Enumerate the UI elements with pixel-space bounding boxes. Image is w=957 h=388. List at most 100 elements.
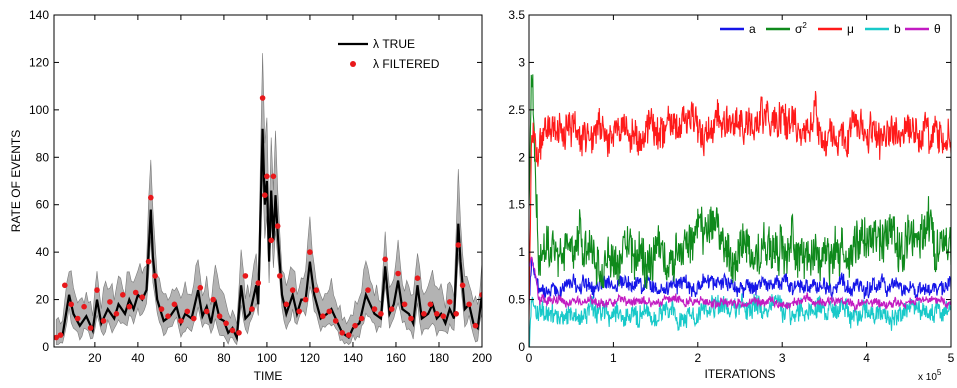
- right-x-axis-label: ITERATIONS: [704, 367, 775, 381]
- filtered-point-44: [302, 296, 309, 303]
- left-y-tick-label: 140: [29, 8, 49, 22]
- right-legend-label-sup-1: 2: [802, 21, 807, 30]
- filtered-point-49: [332, 318, 339, 324]
- filtered-point-52: [352, 322, 358, 329]
- right-y-tick-label: 2: [518, 150, 525, 164]
- right-y-tick-label: 3: [518, 55, 525, 69]
- legend-label-lambda-filtered: λ FILTERED: [373, 57, 440, 71]
- filtered-point-28: [223, 320, 229, 327]
- filtered-point-41: [283, 301, 290, 308]
- filtered-point-48: [326, 308, 333, 315]
- left-plot-frame: [53, 14, 483, 348]
- filtered-point-34: [259, 95, 266, 101]
- right-x-tick-label: 2: [694, 351, 701, 365]
- filtered-point-7: [94, 287, 100, 293]
- left-y-tick-label: 120: [29, 55, 49, 69]
- filtered-point-45: [307, 249, 313, 255]
- filtered-point-67: [446, 299, 453, 305]
- filtered-point-73: [479, 292, 482, 298]
- filtered-point-59: [395, 270, 401, 277]
- filtered-point-25: [203, 308, 210, 315]
- trace-line-3: [529, 293, 951, 347]
- filtered-point-42: [289, 287, 296, 293]
- left-x-tick-label: 200: [472, 351, 492, 365]
- filtered-point-5: [81, 303, 87, 310]
- filtered-point-69: [455, 242, 462, 248]
- left-legend: λ TRUE λ FILTERED: [338, 37, 440, 71]
- trace-line-1: [529, 74, 951, 290]
- right-y-tick-label: 1.5: [508, 198, 525, 212]
- filtered-point-31: [242, 273, 249, 279]
- right-x-multiplier-exponent: 5: [937, 368, 942, 377]
- right-legend-label-3: b: [894, 22, 901, 36]
- filtered-point-9: [107, 299, 113, 305]
- filtered-point-60: [401, 301, 408, 308]
- filtered-point-70: [459, 282, 466, 289]
- right-axis-ticks: 0 1 2 3 4 5 0 0.5 1 1.5 2 2.5 3 3.5: [508, 8, 954, 365]
- filtered-point-37: [268, 237, 275, 244]
- right-x-tick-label: 4: [863, 351, 870, 365]
- filtered-point-63: [421, 311, 427, 317]
- right-y-tick-label: 1: [518, 245, 525, 259]
- filtered-point-27: [216, 313, 223, 320]
- left-filtered-markers: [54, 95, 482, 341]
- filtered-point-43: [296, 308, 303, 315]
- filtered-point-23: [191, 315, 197, 322]
- filtered-point-18: [158, 306, 165, 312]
- filtered-point-56: [378, 311, 384, 317]
- right-legend: a σ2 μ b θ: [720, 21, 941, 36]
- left-x-tick-label: 20: [88, 351, 102, 365]
- filtered-point-40: [277, 273, 283, 279]
- filtered-point-54: [365, 287, 371, 293]
- filtered-point-8: [100, 318, 107, 324]
- filtered-point-14: [139, 294, 145, 301]
- filtered-point-6: [87, 325, 94, 331]
- right-chart: 0 1 2 3 4 500.511.522.533.5 ITERATIONS x 105 …: [508, 8, 954, 383]
- filtered-point-71: [466, 301, 472, 308]
- filtered-point-72: [472, 322, 479, 329]
- filtered-point-68: [453, 311, 460, 317]
- right-legend-label-2: μ: [847, 22, 854, 36]
- filtered-point-1: [57, 332, 64, 338]
- filtered-point-50: [339, 330, 346, 336]
- filtered-point-0: [54, 334, 59, 341]
- filtered-point-36: [264, 173, 270, 180]
- filtered-point-32: [249, 306, 255, 312]
- legend-marker-lambda-filtered: [350, 61, 356, 67]
- left-y-tick-label: 40: [36, 245, 50, 259]
- filtered-point-4: [74, 315, 81, 322]
- filtered-point-57: [382, 256, 389, 263]
- left-y-tick-label: 60: [36, 198, 50, 212]
- legend-label-lambda-true: λ TRUE: [373, 37, 415, 51]
- left-y-tick-label: 80: [36, 150, 50, 164]
- left-x-tick-label: 40: [131, 351, 145, 365]
- filtered-point-17: [152, 273, 158, 279]
- filtered-point-24: [197, 284, 204, 291]
- right-y-tick-label: 2.5: [508, 103, 525, 117]
- left-y-tick-label: 20: [36, 293, 50, 307]
- filtered-point-62: [414, 275, 421, 282]
- filtered-point-12: [126, 303, 133, 310]
- right-trace-lines: [529, 74, 951, 347]
- filtered-point-3: [68, 301, 74, 308]
- filtered-point-30: [236, 330, 242, 336]
- filtered-point-11: [120, 292, 126, 298]
- filtered-point-66: [440, 313, 447, 320]
- right-x-tick-label: 1: [610, 351, 617, 365]
- filtered-point-33: [255, 280, 262, 286]
- filtered-point-2: [62, 282, 68, 289]
- filtered-point-21: [178, 318, 184, 324]
- filtered-point-61: [408, 315, 414, 322]
- filtered-point-64: [427, 301, 434, 308]
- trace-line-4: [529, 256, 951, 313]
- filtered-point-58: [388, 306, 395, 312]
- trace-line-2: [529, 90, 951, 320]
- right-y-tick-label: 0.5: [508, 293, 525, 307]
- right-plot-frame: [528, 14, 952, 348]
- trace-line-0: [529, 256, 951, 305]
- left-x-tick-label: 160: [386, 351, 406, 365]
- filtered-point-46: [313, 287, 320, 293]
- filtered-point-65: [434, 311, 440, 317]
